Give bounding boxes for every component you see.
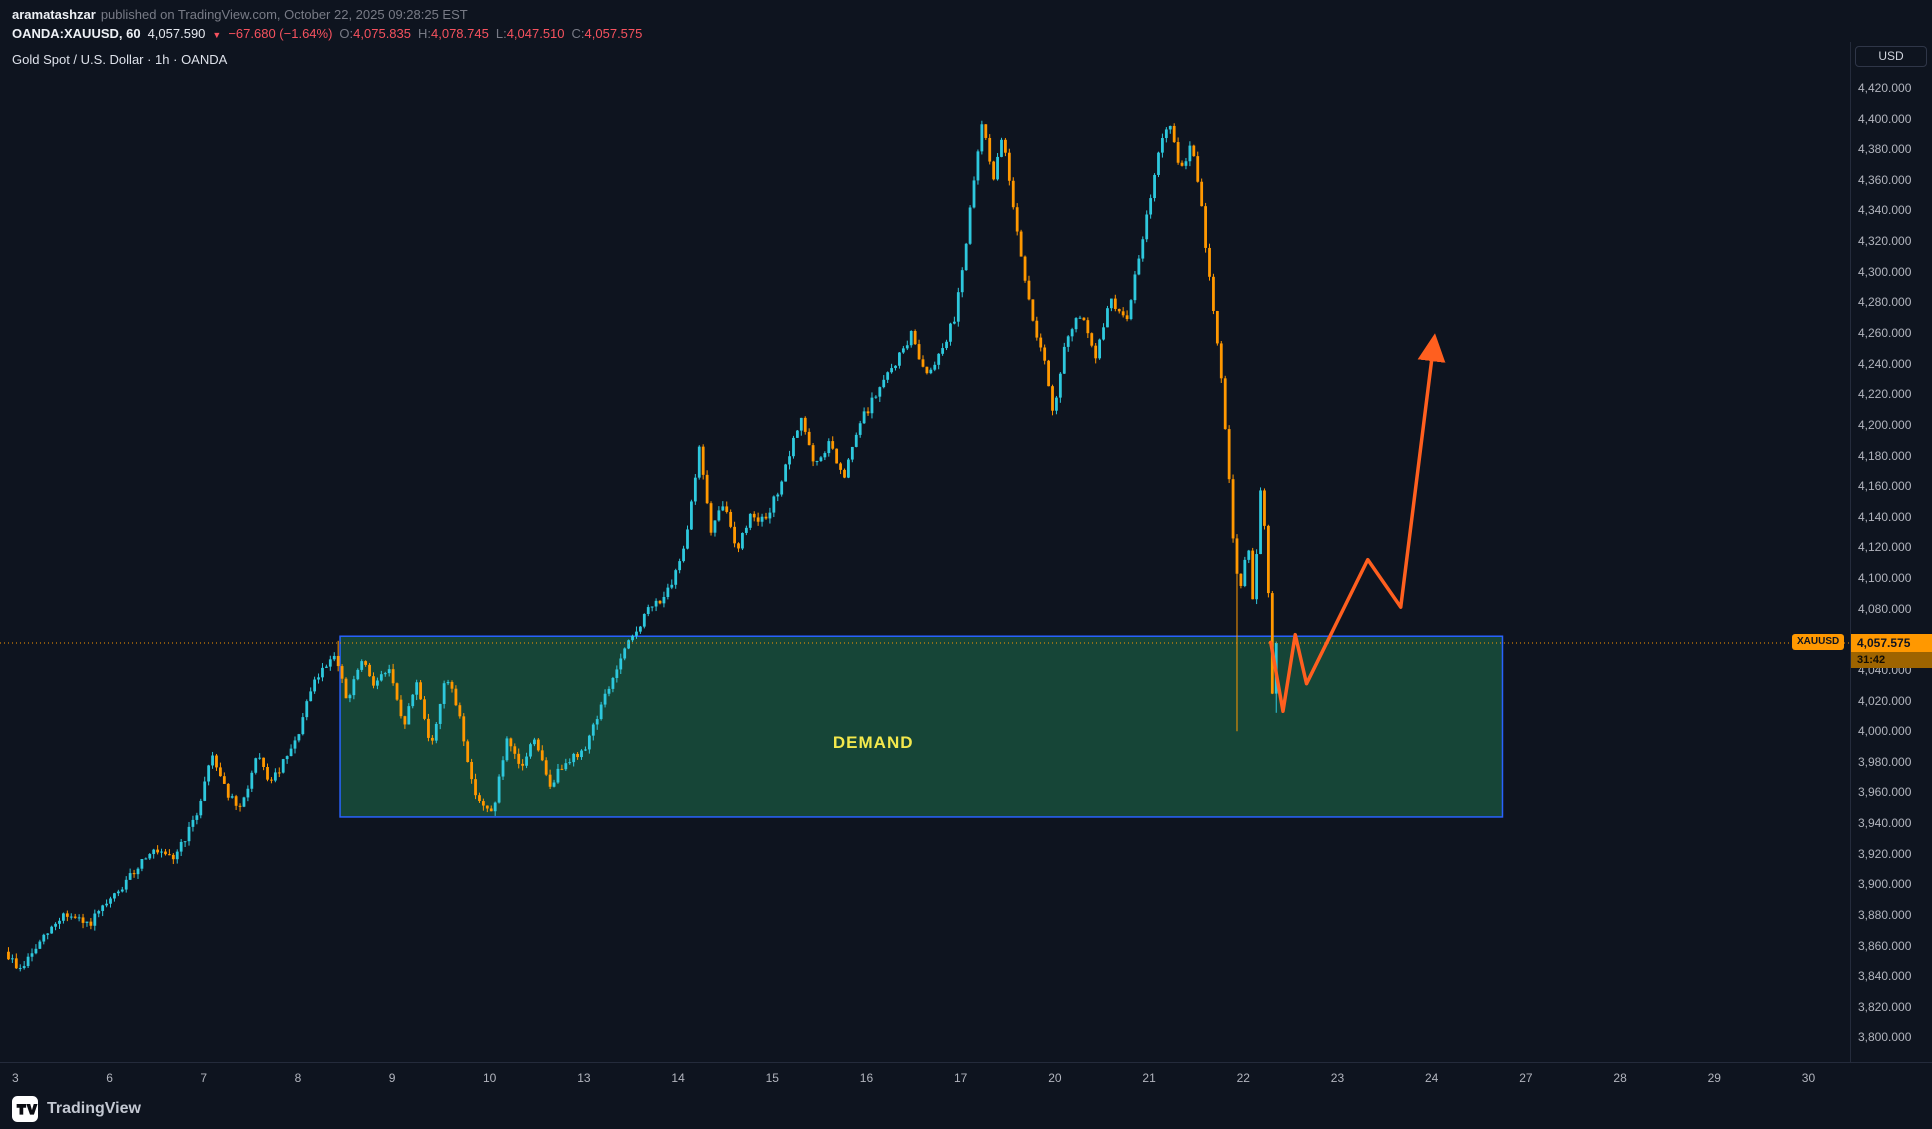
price-tick-label: 3,860.000 [1858, 938, 1912, 953]
ohlc-close-value: 4,057.575 [584, 26, 643, 41]
ohlc-low-value: 4,047.510 [506, 26, 565, 41]
price-tick-label: 4,260.000 [1858, 325, 1912, 340]
tradingview-logo-icon [12, 1096, 38, 1122]
price-tick-label: 4,380.000 [1858, 142, 1912, 157]
time-tick-label: 8 [294, 1071, 302, 1085]
ohlc-close-label: C: [571, 26, 585, 41]
price-tick-label: 3,940.000 [1858, 816, 1912, 831]
price-tick-label: 4,320.000 [1858, 234, 1912, 249]
time-tick-label: 29 [1707, 1071, 1721, 1085]
bar-countdown-label: 31:42 [1851, 652, 1932, 668]
chart-plot-area[interactable]: DEMAND Gold Spot / U.S. Dollar · 1h · OA… [0, 42, 1850, 1062]
price-tick-label: 3,980.000 [1858, 754, 1912, 769]
ohlc-low: L:4,047.510 [496, 26, 565, 41]
candlestick-chart[interactable]: DEMAND [0, 42, 1850, 1062]
ohlc-open-label: O: [339, 26, 354, 41]
price-tick-label: 4,180.000 [1858, 448, 1912, 463]
price-tick-label: 4,000.000 [1858, 724, 1912, 739]
time-tick-label: 27 [1519, 1071, 1533, 1085]
price-tick-label: 4,280.000 [1858, 295, 1912, 310]
tradingview-wordmark: TradingView [47, 1100, 141, 1117]
symbol-name: OANDA:XAUUSD, 60 [12, 26, 141, 41]
last-price-label: 4,057.575 [1851, 634, 1932, 652]
chart-legend: Gold Spot / U.S. Dollar · 1h · OANDA [12, 52, 228, 67]
price-tick-label: 4,020.000 [1858, 693, 1912, 708]
ohlc-close: C:4,057.575 [572, 26, 643, 41]
time-tick-label: 24 [1425, 1071, 1439, 1085]
time-axis[interactable]: 3 6 7 8 9 10 13 14 15 16 17 20 21 22 23 24 27 28 29 30 [0, 1062, 1932, 1094]
price-down-triangle-icon: ▼ [212, 30, 222, 40]
time-tick-label: 28 [1613, 1071, 1627, 1085]
ohlc-low-label: L: [495, 26, 507, 41]
price-tick-label: 3,880.000 [1858, 907, 1912, 922]
time-tick-label: 17 [954, 1071, 968, 1085]
ohlc-open: O:4,075.835 [339, 26, 411, 41]
price-tick-label: 3,920.000 [1858, 846, 1912, 861]
price-tick-label: 3,800.000 [1858, 1030, 1912, 1045]
time-tick-label: 9 [388, 1071, 396, 1085]
ohlc-high-label: H: [418, 26, 431, 41]
tradingview-logo-link[interactable]: TradingView [12, 1096, 141, 1122]
time-tick-label: 20 [1048, 1071, 1062, 1085]
publish-byline: aramatashzar published on TradingView.com… [12, 7, 468, 22]
ohlc-high: H:4,078.745 [418, 26, 489, 41]
price-tick-label: 4,360.000 [1858, 172, 1912, 187]
demand-zone-label: DEMAND [833, 733, 914, 752]
price-tick-label: 4,220.000 [1858, 387, 1912, 402]
time-tick-label: 15 [765, 1071, 779, 1085]
demand-zone[interactable] [339, 635, 1504, 818]
time-tick-label: 7 [200, 1071, 208, 1085]
price-tick-label: 4,420.000 [1858, 80, 1912, 95]
symbol-info-row: OANDA:XAUUSD, 60 4,057.590 ▼ −67.680 (−1… [12, 26, 642, 41]
time-tick-label: 3 [12, 1071, 19, 1085]
price-tick-label: 4,140.000 [1858, 509, 1912, 524]
time-tick-label: 14 [671, 1071, 685, 1085]
byline-text: published on TradingView.com, October 22… [100, 7, 468, 22]
price-tick-label: 3,900.000 [1858, 877, 1912, 892]
price-axis[interactable]: USD 4,420.000 4,400.000 4,380.000 4,360.000… [1850, 42, 1932, 1062]
time-tick-label: 23 [1330, 1071, 1345, 1085]
time-tick-label: 22 [1236, 1071, 1250, 1085]
price-tick-label: 3,960.000 [1858, 785, 1912, 800]
price-tick-label: 4,100.000 [1858, 571, 1912, 586]
price-tick-label: 4,160.000 [1858, 479, 1912, 494]
price-tick-label: 3,820.000 [1858, 999, 1912, 1014]
price-tick-label: 4,120.000 [1858, 540, 1912, 555]
price-tick-label: 4,400.000 [1858, 111, 1912, 126]
currency-unit-button[interactable]: USD [1855, 46, 1927, 67]
header-last-price: 4,057.590 [147, 26, 206, 41]
ohlc-high-value: 4,078.745 [431, 26, 489, 41]
time-tick-label: 10 [483, 1071, 497, 1085]
candles [7, 120, 1278, 972]
price-tick-label: 3,840.000 [1858, 969, 1912, 984]
price-tick-label: 4,300.000 [1858, 264, 1912, 279]
symbol-price-tag: XAUUSD [1792, 634, 1845, 650]
time-tick-label: 30 [1801, 1071, 1816, 1085]
time-tick-label: 21 [1142, 1071, 1156, 1085]
price-tick-label: 4,200.000 [1858, 417, 1912, 432]
price-tick-label: 4,340.000 [1858, 203, 1912, 218]
time-tick-label: 6 [106, 1071, 113, 1085]
ohlc-open-value: 4,075.835 [353, 26, 411, 41]
author-name: aramatashzar [12, 7, 96, 22]
time-tick-label: 16 [859, 1071, 874, 1085]
projection-arrow[interactable] [1268, 333, 1446, 714]
price-tick-label: 4,240.000 [1858, 356, 1912, 371]
time-tick-label: 13 [577, 1071, 591, 1085]
price-change: −67.680 (−1.64%) [228, 26, 333, 41]
price-tick-label: 4,080.000 [1858, 601, 1912, 616]
